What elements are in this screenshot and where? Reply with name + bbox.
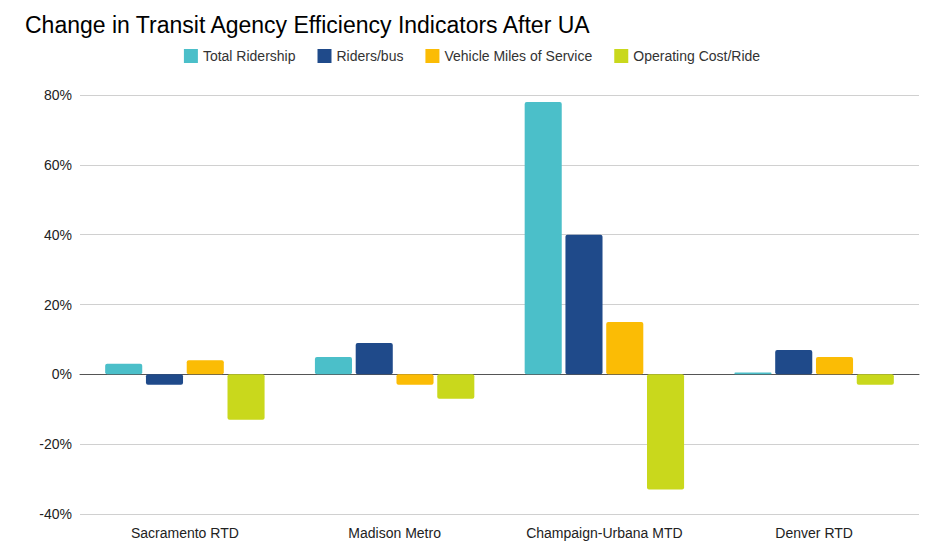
svg-text:Champaign-Urbana MTD: Champaign-Urbana MTD [526, 525, 682, 541]
svg-text:60%: 60% [44, 157, 72, 173]
svg-text:Vehicle Miles of Service: Vehicle Miles of Service [444, 48, 592, 64]
svg-text:20%: 20% [44, 297, 72, 313]
svg-text:Operating Cost/Ride: Operating Cost/Ride [633, 48, 760, 64]
svg-text:Total Ridership: Total Ridership [203, 48, 296, 64]
svg-text:Madison Metro: Madison Metro [348, 525, 441, 541]
svg-text:-40%: -40% [39, 506, 72, 522]
svg-text:Change in Transit Agency Effic: Change in Transit Agency Efficiency Indi… [25, 12, 590, 38]
svg-text:-20%: -20% [39, 436, 72, 452]
svg-text:80%: 80% [44, 87, 72, 103]
svg-text:40%: 40% [44, 227, 72, 243]
svg-text:0%: 0% [52, 366, 72, 382]
svg-text:Riders/bus: Riders/bus [337, 48, 404, 64]
svg-text:Sacramento RTD: Sacramento RTD [131, 525, 239, 541]
svg-text:Denver RTD: Denver RTD [775, 525, 853, 541]
